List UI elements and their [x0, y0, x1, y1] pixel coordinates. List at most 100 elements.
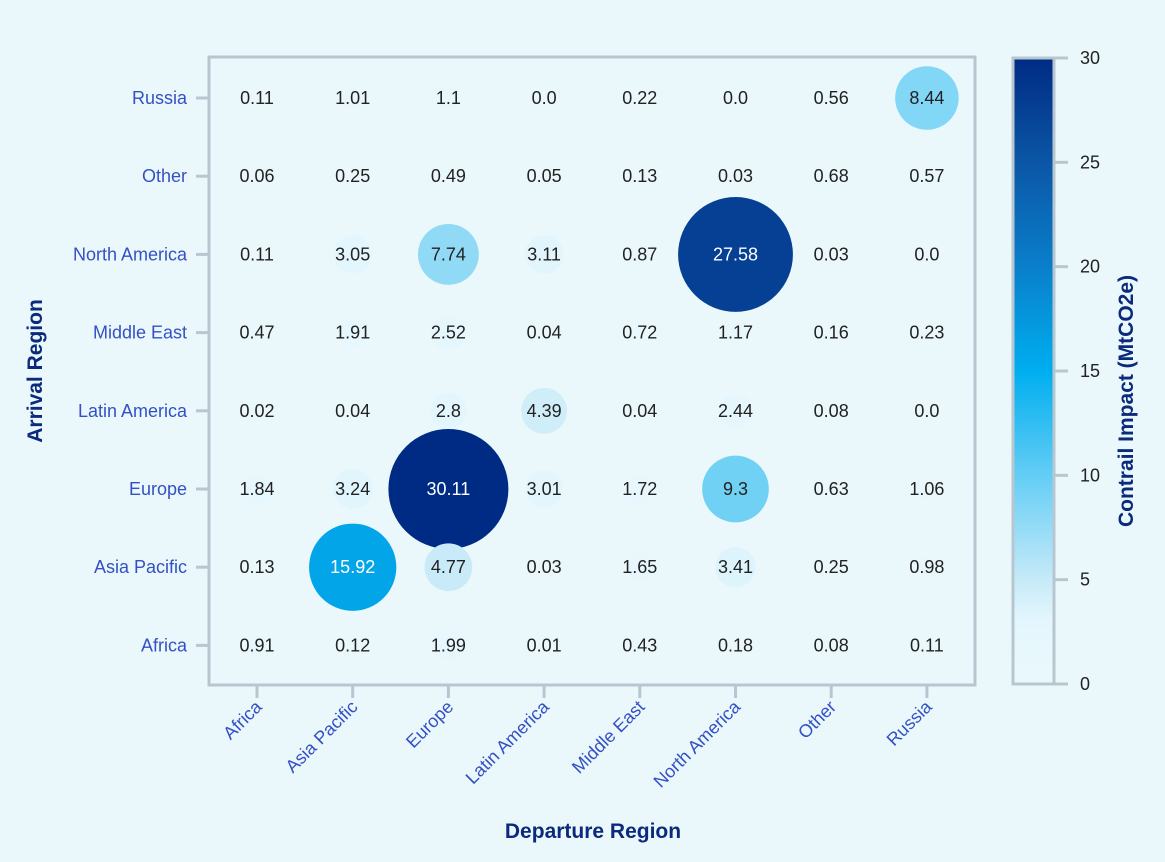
data-label: 1.1 [436, 88, 461, 108]
data-label: 0.0 [532, 88, 557, 108]
y-axis-title: Arrival Region [24, 299, 47, 443]
data-label: 8.44 [909, 88, 944, 108]
bubble [436, 86, 460, 110]
bubble-cell: 0.11 [240, 88, 274, 108]
bubble-cell: 0.0 [532, 88, 557, 108]
bubble-cell: 0.23 [909, 323, 944, 343]
data-label: 0.0 [914, 244, 939, 264]
y-tick-label: Europe [129, 479, 187, 499]
bubble [541, 330, 547, 335]
data-label: 0.98 [909, 557, 944, 577]
bubble [826, 328, 836, 337]
data-label: 0.08 [814, 401, 849, 421]
bubble [625, 553, 654, 582]
data-label: 0.13 [622, 166, 657, 186]
data-label: 1.17 [718, 323, 753, 343]
bubble-cell: 0.04 [527, 323, 562, 343]
bubble [634, 92, 645, 104]
bubble-cell: 3.24 [333, 469, 373, 509]
data-label: 0.03 [718, 166, 753, 186]
bubble-cell: 1.84 [239, 474, 275, 504]
bubble-cell: 0.05 [527, 166, 562, 186]
bubble-cell: 30.11 [388, 429, 509, 549]
y-tick-label: Latin America [78, 401, 188, 421]
data-label: 0.12 [335, 635, 370, 655]
bubble-cell: 3.01 [525, 470, 564, 508]
bubble [253, 563, 261, 572]
bubble [337, 317, 368, 348]
data-label: 0.04 [527, 323, 562, 343]
bubble-cell: 2.44 [718, 393, 753, 428]
y-tick-label: Other [142, 166, 187, 186]
bubble-cell: 1.91 [335, 317, 370, 348]
x-tick-label: Russia [883, 696, 937, 750]
bubble-cell: 0.25 [335, 166, 370, 186]
colorbar-tick-label: 25 [1080, 152, 1100, 172]
bubble-cell: 15.92 [309, 523, 397, 611]
bubble [629, 244, 650, 265]
data-label: 0.03 [527, 557, 562, 577]
data-label: 0.43 [622, 635, 657, 655]
data-label: 0.23 [909, 323, 944, 343]
bubble [829, 252, 834, 257]
bubble [715, 547, 756, 588]
data-label: 3.41 [718, 557, 753, 577]
bubble-cell: 0.0 [914, 401, 939, 421]
bubble [542, 565, 546, 570]
bubble-cell: 0.06 [239, 166, 274, 186]
bubble-cell: 1.17 [718, 320, 753, 345]
bubble-cell: 0.87 [622, 244, 657, 265]
bubble-cell: 0.18 [718, 635, 753, 655]
bubble [333, 469, 373, 509]
data-label: 0.02 [239, 401, 274, 421]
colorbar-tick-label: 30 [1080, 48, 1100, 68]
data-label: 0.11 [240, 244, 274, 264]
data-label: 27.58 [713, 244, 758, 264]
bubble [823, 89, 840, 107]
data-label: 0.18 [718, 635, 753, 655]
x-tick-label: Africa [219, 696, 266, 743]
x-axis-title: Departure Region [505, 820, 681, 843]
bubble-cell: 2.52 [431, 315, 466, 350]
bubble [723, 320, 748, 345]
bubble [254, 173, 260, 179]
bubble [637, 408, 642, 413]
bubble-cell: 1.1 [436, 86, 461, 110]
bubble-cell: 0.49 [431, 166, 466, 186]
bubble-cell: 2.8 [430, 392, 467, 430]
bubble-cell: 0.0 [914, 244, 939, 264]
x-tick-label: Latin America [462, 696, 554, 788]
bubble-cell: 0.04 [622, 401, 657, 421]
bubble-cell: 1.65 [622, 553, 657, 582]
data-label: 0.63 [814, 479, 849, 499]
bubble [822, 167, 841, 186]
data-label: 0.16 [814, 323, 849, 343]
data-label: 0.04 [335, 401, 370, 421]
y-tick-label: Middle East [93, 323, 187, 343]
data-label: 0.11 [240, 88, 274, 108]
bubble-cell: 0.56 [814, 88, 849, 108]
bubble [828, 642, 835, 649]
data-label: 0.56 [814, 88, 849, 108]
bubble [246, 634, 268, 656]
bubble-cell: 0.47 [239, 323, 274, 343]
x-tick-label: Middle East [568, 697, 649, 778]
data-label: 1.84 [239, 479, 274, 499]
bubble [242, 474, 272, 504]
data-label: 0.68 [814, 166, 849, 186]
bubble [702, 455, 769, 523]
colorbar: 0 5 10 15 20 25 30 [1011, 48, 1100, 694]
data-label: 1.06 [909, 479, 944, 499]
bubble [432, 629, 464, 661]
data-label: 2.8 [436, 401, 461, 421]
bubble [918, 167, 936, 185]
bubble [822, 480, 840, 498]
bubble [341, 87, 364, 109]
data-label: 1.65 [622, 557, 657, 577]
bubble [253, 250, 261, 259]
data-label: 1.72 [622, 479, 657, 499]
data-label: 0.0 [723, 88, 748, 108]
data-label: 2.52 [431, 323, 466, 343]
colorbar-tick-label: 10 [1080, 465, 1100, 485]
data-label: 0.91 [239, 635, 274, 655]
